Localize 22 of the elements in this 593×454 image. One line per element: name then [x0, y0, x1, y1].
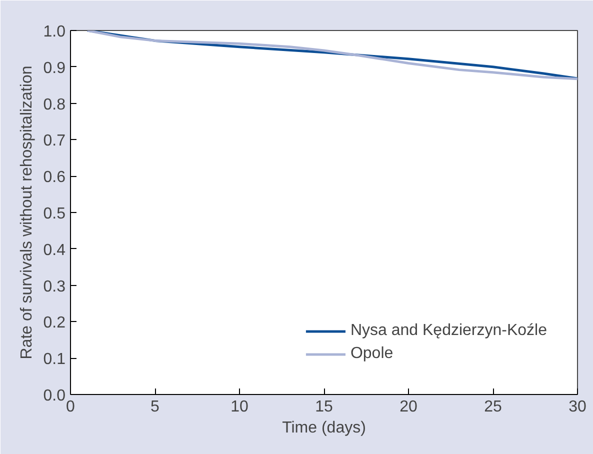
y-tick-label: 0.2 [43, 314, 66, 332]
y-tick-label: 0.3 [43, 278, 66, 296]
y-tick-label: 1.0 [43, 24, 66, 40]
y-tick-label: 0.7 [43, 132, 66, 150]
x-tick-label: 10 [230, 398, 248, 416]
x-tick-label: 30 [568, 398, 586, 416]
y-tick-label: 0.8 [43, 96, 66, 114]
legend-label: Opole [350, 345, 394, 363]
x-tick-label: 15 [315, 398, 333, 416]
x-tick-label: 5 [150, 398, 160, 416]
y-axis-title: Rate of survivals without rehospitalization [18, 66, 36, 360]
x-tick-label: 0 [66, 398, 76, 416]
y-tick-label: 0.6 [43, 169, 66, 186]
y-tick-label: 0.1 [43, 351, 66, 368]
x-tick-label: 25 [484, 398, 502, 416]
x-axis-title: Time (days) [282, 420, 366, 436]
y-tick-label: 0.5 [43, 206, 66, 222]
x-tick-label: 20 [400, 398, 418, 416]
legend-label: Nysa and Kędzierzyn-Koźle [350, 322, 547, 340]
y-tick-label: 0.9 [43, 60, 66, 77]
y-tick-label: 0.0 [43, 388, 66, 404]
y-tick-label: 0.4 [43, 242, 66, 259]
